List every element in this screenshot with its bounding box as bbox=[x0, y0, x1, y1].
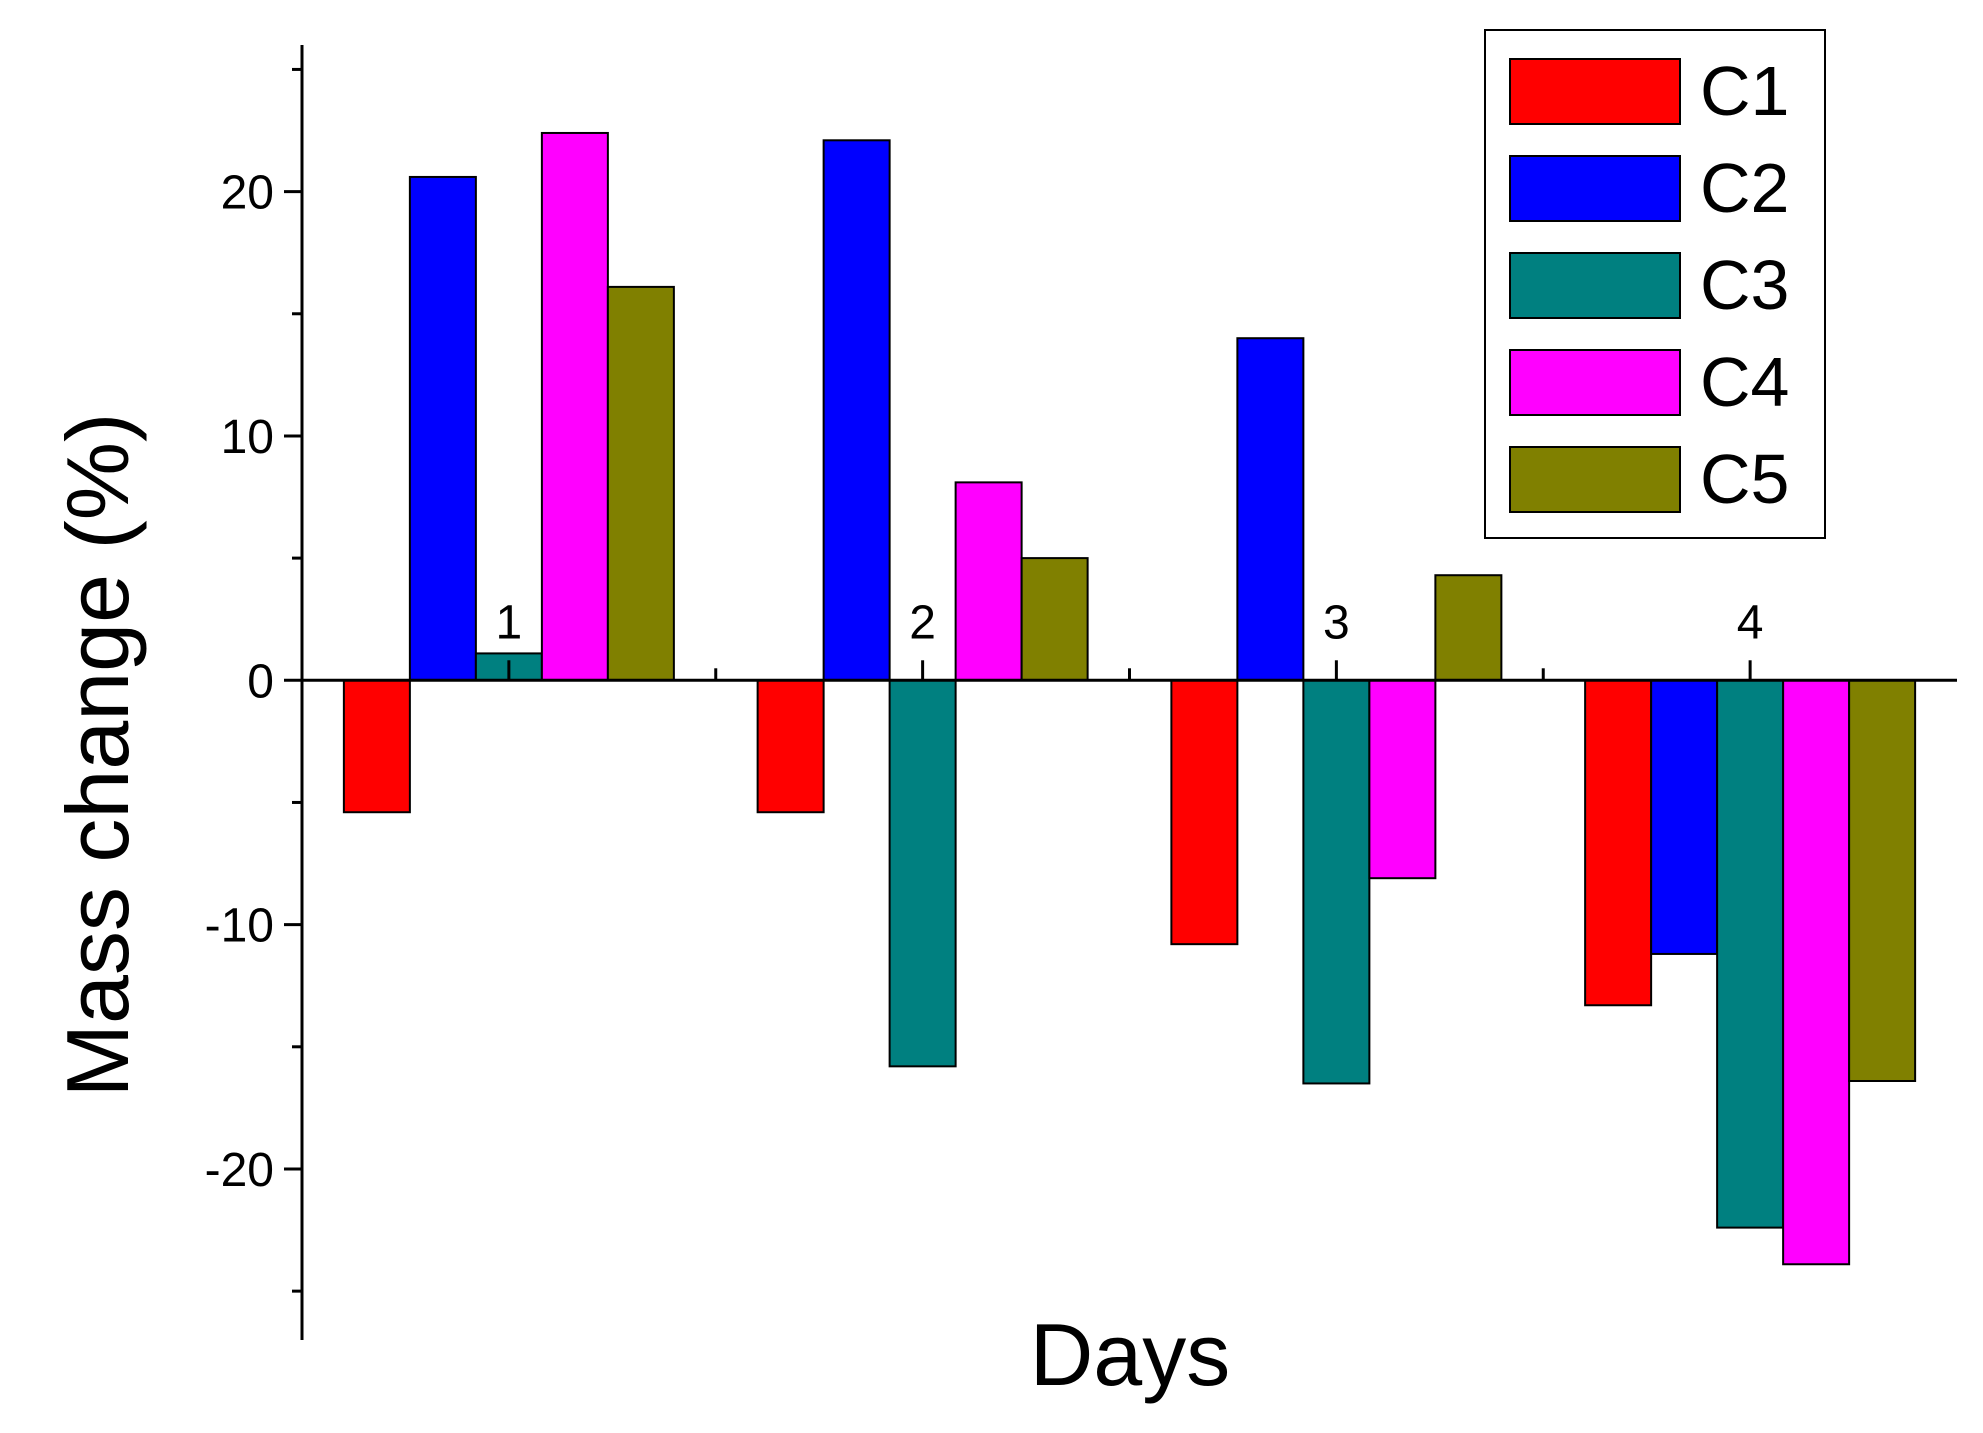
x-tick-label: 3 bbox=[1323, 596, 1350, 649]
bar-c5-day-1 bbox=[606, 285, 675, 682]
y-tick-label: 10 bbox=[221, 411, 274, 464]
bar-c2-day-4 bbox=[1650, 679, 1719, 955]
y-tick-label: 20 bbox=[221, 167, 274, 220]
bar-c4-day-2 bbox=[954, 481, 1023, 682]
legend-swatch-c1 bbox=[1509, 58, 1681, 125]
bars-group bbox=[342, 131, 1917, 1266]
x-ticks-group: 1 2 3 4 bbox=[496, 596, 1764, 681]
bar-c1-day-3 bbox=[1170, 679, 1239, 946]
x-tick-label: 1 bbox=[496, 596, 523, 649]
legend-swatch-c3 bbox=[1509, 252, 1681, 319]
y-ticks-group: -20 -10 0 10 20 bbox=[205, 67, 302, 1293]
legend-swatch-c5 bbox=[1509, 446, 1681, 513]
legend-label-c3: C3 bbox=[1700, 246, 1789, 324]
bar-c5-day-3 bbox=[1434, 574, 1503, 682]
x-axis-title: Days bbox=[1030, 1305, 1231, 1404]
bar-c3-day-3 bbox=[1302, 679, 1371, 1085]
legend: C1 C2 C3 C4 C5 bbox=[1484, 29, 1826, 539]
bar-c4-day-3 bbox=[1368, 679, 1437, 880]
y-tick-label: 0 bbox=[247, 655, 274, 708]
bar-c5-day-4 bbox=[1848, 679, 1917, 1082]
legend-swatch-c4 bbox=[1509, 349, 1681, 416]
y-axis-title: Mass change (%) bbox=[48, 413, 147, 1098]
bar-c2-day-3 bbox=[1236, 337, 1305, 682]
bar-c3-day-2 bbox=[888, 679, 957, 1068]
legend-label-c5: C5 bbox=[1700, 440, 1789, 518]
x-tick-label: 2 bbox=[909, 596, 936, 649]
bar-c2-day-2 bbox=[822, 139, 891, 682]
legend-label-c1: C1 bbox=[1700, 52, 1789, 130]
legend-label-c4: C4 bbox=[1700, 343, 1789, 421]
bar-c5-day-2 bbox=[1020, 557, 1089, 682]
bar-c2-day-1 bbox=[408, 175, 477, 682]
bar-c1-day-4 bbox=[1584, 679, 1653, 1007]
legend-swatch-c2 bbox=[1509, 155, 1681, 222]
bar-c4-day-1 bbox=[540, 131, 609, 682]
bar-c3-day-4 bbox=[1716, 679, 1785, 1229]
bar-c1-day-1 bbox=[342, 679, 411, 814]
legend-label-c2: C2 bbox=[1700, 149, 1789, 227]
y-tick-label: -10 bbox=[205, 900, 274, 953]
bar-c1-day-2 bbox=[756, 679, 825, 814]
y-tick-label: -20 bbox=[205, 1144, 274, 1197]
bar-c4-day-4 bbox=[1782, 679, 1851, 1266]
x-tick-label: 4 bbox=[1737, 596, 1764, 649]
